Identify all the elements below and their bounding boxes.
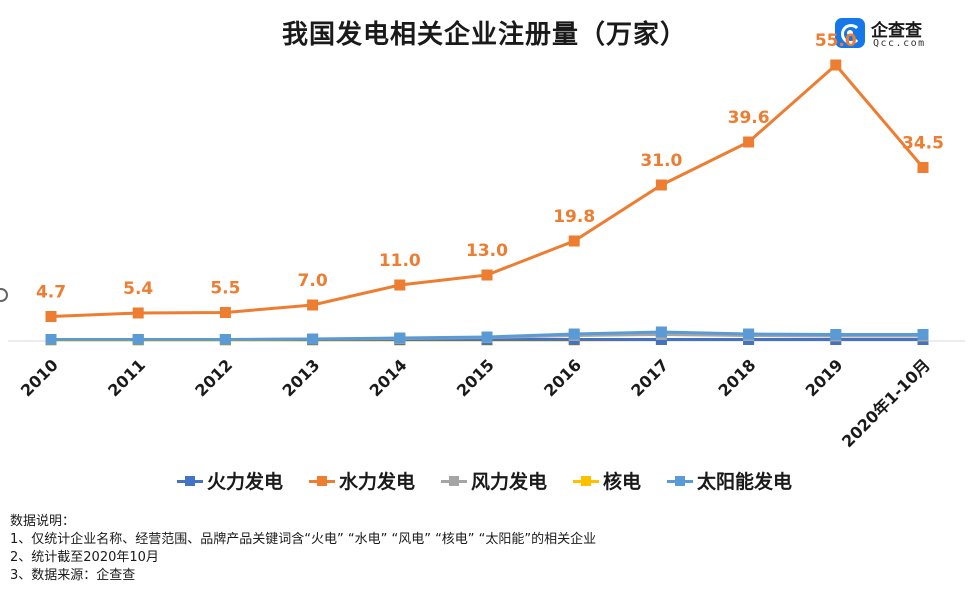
series-1-point	[219, 307, 231, 318]
legend-item: 火力发电	[176, 467, 283, 494]
series-4-point	[219, 334, 231, 345]
x-tick-label: 2011	[104, 355, 149, 400]
series-4-point	[655, 326, 667, 338]
series-4-point	[394, 332, 406, 344]
series-4-point	[45, 334, 57, 345]
series-4-point	[132, 334, 144, 345]
logo-name: 企查查	[871, 21, 922, 41]
data-label: 34.5	[902, 134, 944, 154]
series-1-point	[45, 311, 57, 322]
notes: 数据说明： 1、仅统计企业名称、经营范围、品牌产品关键词含“火电” “水电” “…	[10, 513, 596, 585]
x-tick-label: 2014	[366, 355, 411, 400]
note-line: 1、仅统计企业名称、经营范围、品牌产品关键词含“火电” “水电” “风电” “核…	[10, 532, 597, 547]
note-line: 3、数据来源：企查查	[10, 568, 136, 583]
x-tick-label: 2013	[279, 355, 324, 400]
edge-marker	[0, 288, 8, 302]
series-1-point	[132, 307, 144, 319]
qcc-logo-icon	[835, 18, 865, 48]
data-label: 7.0	[298, 271, 328, 291]
data-label: 39.6	[728, 108, 770, 128]
series-1-point	[394, 279, 406, 291]
x-tick-label: 2016	[540, 355, 585, 400]
series-4-point	[481, 331, 493, 343]
data-label: 31.0	[640, 151, 682, 171]
legend-swatch	[308, 475, 335, 487]
legend-label: 风力发电	[470, 471, 547, 493]
note-line: 2、统计截至2020年10月	[10, 550, 159, 565]
series-1-point	[568, 235, 580, 247]
legend-swatch	[176, 475, 203, 487]
legend-swatch	[440, 475, 467, 487]
series-4-point	[830, 329, 842, 340]
legend-item: 核电	[573, 467, 641, 494]
legend-item: 风力发电	[440, 467, 547, 494]
series-4-point	[743, 328, 755, 340]
chart-title: 我国发电相关企业注册量（万家）	[281, 20, 687, 50]
legend-swatch	[573, 475, 599, 487]
legend-label: 水力发电	[338, 471, 415, 493]
series-1-point	[655, 179, 667, 191]
legend-label: 火力发电	[206, 471, 283, 493]
legend-label: 核电	[603, 471, 642, 493]
series-4-point	[917, 329, 929, 340]
series-4-point	[568, 328, 580, 340]
x-tick-label: 2017	[627, 355, 672, 400]
legend-swatch	[667, 475, 694, 487]
data-label: 4.7	[36, 283, 66, 303]
series-1-point	[481, 269, 493, 281]
x-tick-label: 2010	[17, 355, 62, 400]
legend-item: 太阳能发电	[667, 467, 792, 494]
x-tick-label: 2020年1-10月	[838, 355, 934, 451]
x-tick-label: 2015	[453, 355, 498, 400]
notes-heading: 数据说明：	[10, 514, 76, 529]
data-label: 55.0	[815, 31, 857, 51]
series-4-point	[307, 333, 319, 345]
series-1-point	[307, 299, 319, 311]
legend-label: 太阳能发电	[697, 471, 793, 493]
data-label: 19.8	[553, 207, 595, 227]
series-1-point	[917, 162, 929, 173]
x-tick-label: 2012	[191, 355, 236, 400]
x-tick-label: 2018	[715, 355, 760, 400]
x-tick-label: 2019	[802, 355, 847, 400]
line-chart: 4.7 5.4 5.5 7.0 11.0 13.0 19.8 31.0 39.6 55.0 34.5…	[8, 31, 965, 451]
data-label: 5.4	[123, 279, 153, 299]
legend: 火力发电 水力发电 风力发电 核电 太阳能发电	[0, 467, 969, 494]
series-1-point	[743, 136, 755, 148]
data-label: 13.0	[466, 241, 508, 261]
legend-item: 水力发电	[308, 467, 415, 494]
series-1-point	[830, 59, 842, 71]
logo-domain: Qcc.com	[873, 38, 926, 49]
data-label: 5.5	[210, 279, 240, 299]
data-label: 11.0	[379, 251, 421, 271]
